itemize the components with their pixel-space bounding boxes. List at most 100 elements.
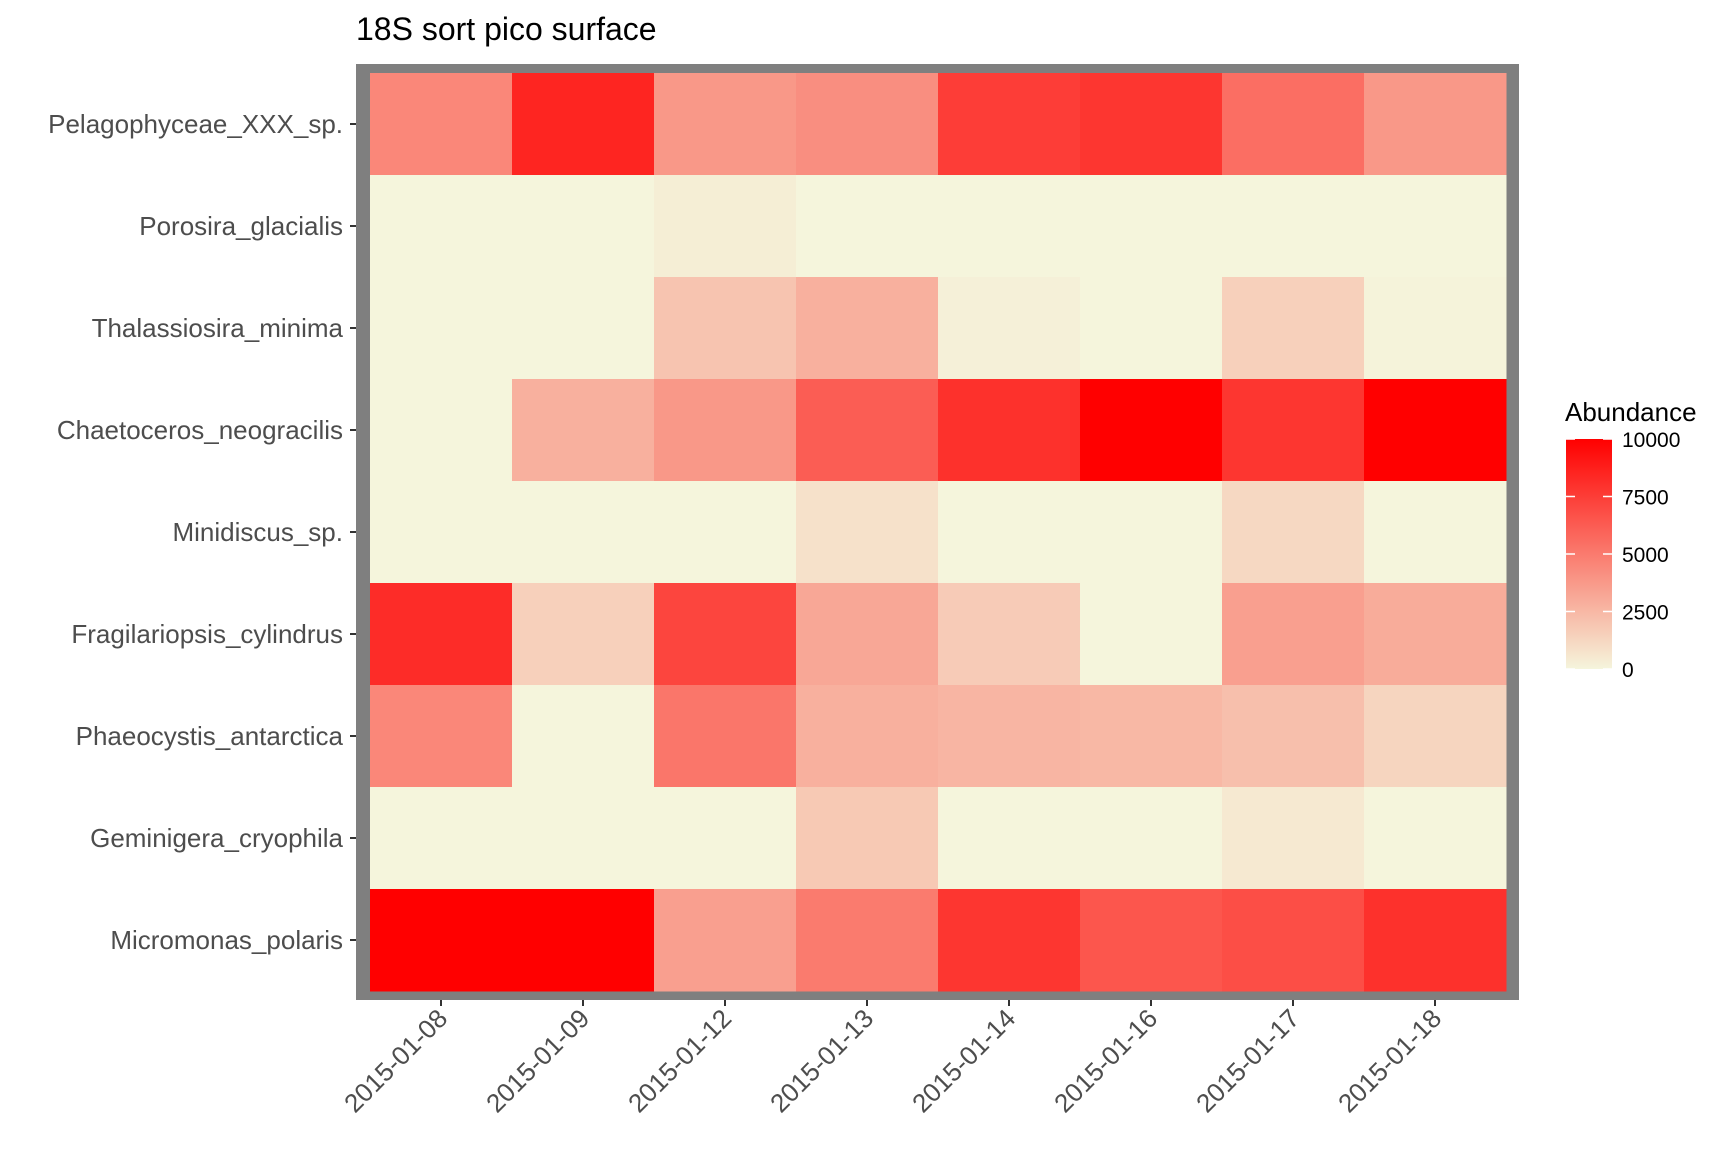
heatmap-cell	[796, 481, 939, 584]
heatmap-cell	[1364, 379, 1507, 482]
heatmap-cell	[370, 379, 513, 482]
heatmap-cell	[938, 277, 1081, 380]
heatmap-cell	[796, 175, 939, 278]
heatmap-cell	[1080, 277, 1223, 380]
heatmap-cell	[796, 73, 939, 176]
heatmap-cell	[1364, 889, 1507, 992]
x-axis: 2015-01-08 2015-01-09 2015-01-12 2015-01-13…	[338, 1000, 1447, 1118]
heatmap-cell	[512, 685, 655, 788]
heatmap-cell	[512, 379, 655, 482]
heatmap-cell	[654, 787, 797, 890]
x-tick-label: 2015-01-08	[338, 1003, 453, 1118]
heatmap-cell	[796, 583, 939, 686]
heatmap-cell	[370, 481, 513, 584]
x-tick-label: 2015-01-12	[622, 1003, 737, 1118]
heatmap-cell	[370, 175, 513, 278]
heatmap-cells	[370, 73, 1507, 992]
heatmap-cell	[1222, 175, 1365, 278]
y-tick-label: Porosira_glacialis	[139, 211, 343, 241]
y-tick-label: Pelagophyceae_XXX_sp.	[48, 109, 343, 139]
heatmap-cell	[370, 787, 513, 890]
heatmap-cell	[370, 889, 513, 992]
y-tick-label: Phaeocystis_antarctica	[76, 721, 344, 751]
heatmap-cell	[654, 889, 797, 992]
x-tick-label: 2015-01-13	[764, 1003, 879, 1118]
heatmap-cell	[512, 787, 655, 890]
heatmap-cell	[938, 175, 1081, 278]
legend: Abundance 0 2500 5000 7500 10000	[1565, 397, 1697, 682]
legend-tick-label: 7500	[1622, 487, 1669, 510]
heatmap-cell	[512, 175, 655, 278]
heatmap-cell	[1080, 379, 1223, 482]
heatmap-cell	[1080, 787, 1223, 890]
heatmap-cell	[370, 583, 513, 686]
x-tick-label: 2015-01-16	[1048, 1003, 1163, 1118]
heatmap-cell	[512, 583, 655, 686]
legend-tick-label: 0	[1622, 659, 1634, 682]
x-tick-label: 2015-01-17	[1190, 1003, 1305, 1118]
heatmap-cell	[796, 379, 939, 482]
heatmap-cell	[654, 73, 797, 176]
heatmap-cell	[1364, 787, 1507, 890]
heatmap-cell	[654, 685, 797, 788]
heatmap-cell	[1364, 481, 1507, 584]
heatmap-cell	[938, 787, 1081, 890]
heatmap-cell	[1364, 685, 1507, 788]
y-tick-label: Thalassiosira_minima	[92, 313, 344, 343]
heatmap-cell	[1222, 277, 1365, 380]
heatmap-cell	[1080, 73, 1223, 176]
heatmap-cell	[512, 277, 655, 380]
y-tick-label: Fragilariopsis_cylindrus	[71, 619, 343, 649]
y-tick-label: Minidiscus_sp.	[172, 517, 343, 547]
heatmap-cell	[654, 481, 797, 584]
heatmap-cell	[1222, 73, 1365, 176]
heatmap-cell	[796, 277, 939, 380]
heatmap-cell	[370, 685, 513, 788]
heatmap-cell	[938, 379, 1081, 482]
heatmap-cell	[796, 685, 939, 788]
heatmap-cell	[938, 583, 1081, 686]
heatmap-cell	[1364, 583, 1507, 686]
heatmap-cell	[512, 481, 655, 584]
heatmap-cell	[796, 889, 939, 992]
heatmap-cell	[512, 889, 655, 992]
heatmap-cell	[654, 175, 797, 278]
heatmap-cell	[1080, 583, 1223, 686]
x-tick-label: 2015-01-18	[1332, 1003, 1447, 1118]
heatmap-cell	[1222, 379, 1365, 482]
heatmap-cell	[938, 73, 1081, 176]
heatmap-cell	[1080, 685, 1223, 788]
heatmap-cell	[654, 379, 797, 482]
heatmap-cell	[796, 787, 939, 890]
y-tick-label: Chaetoceros_neogracilis	[57, 415, 343, 445]
chart-title: 18S sort pico surface	[356, 11, 657, 47]
legend-ticks: 0 2500 5000 7500 10000	[1566, 429, 1680, 682]
heatmap-cell	[1080, 175, 1223, 278]
heatmap-cell	[370, 73, 513, 176]
heatmap-cell	[1080, 481, 1223, 584]
heatmap-cell	[1222, 685, 1365, 788]
heatmap-cell	[1222, 787, 1365, 890]
heatmap-cell	[370, 277, 513, 380]
heatmap-cell	[938, 685, 1081, 788]
heatmap-cell	[1364, 277, 1507, 380]
x-tick-label: 2015-01-09	[480, 1003, 595, 1118]
heatmap-cell	[1222, 583, 1365, 686]
legend-tick-label: 5000	[1622, 544, 1669, 567]
x-tick-label: 2015-01-14	[906, 1003, 1021, 1118]
legend-tick-label: 2500	[1622, 602, 1669, 625]
heatmap-cell	[938, 889, 1081, 992]
heatmap-cell	[654, 583, 797, 686]
y-tick-label: Micromonas_polaris	[110, 925, 343, 955]
heatmap-cell	[1364, 73, 1507, 176]
heatmap-cell	[512, 73, 655, 176]
heatmap-cell	[1222, 889, 1365, 992]
y-tick-label: Geminigera_cryophila	[90, 823, 343, 853]
heatmap-cell	[938, 481, 1081, 584]
heatmap-cell	[1222, 481, 1365, 584]
y-axis: Pelagophyceae_XXX_sp. Porosira_glacialis T…	[48, 109, 356, 955]
legend-title: Abundance	[1565, 397, 1697, 427]
heatmap-cell	[1080, 889, 1223, 992]
heatmap-cell	[654, 277, 797, 380]
